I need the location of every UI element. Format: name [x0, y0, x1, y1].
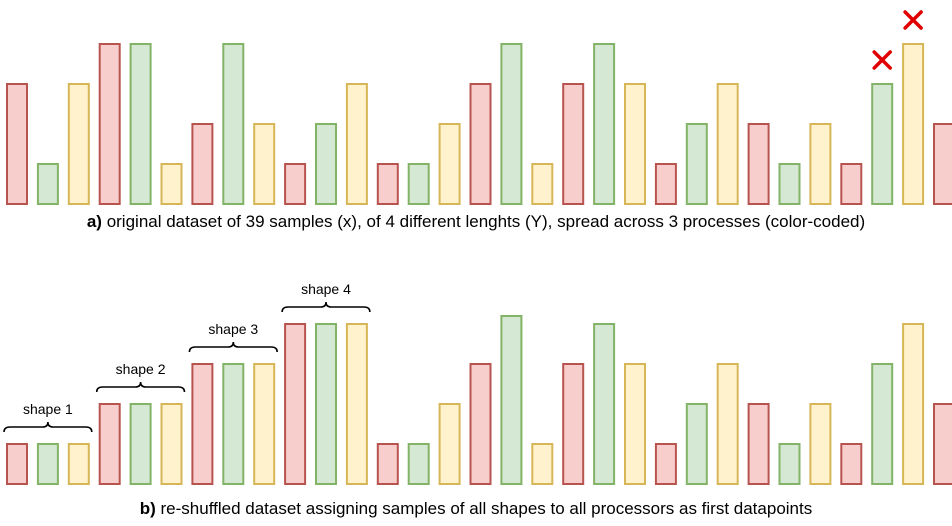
shape-label-2: shape 2	[116, 361, 166, 377]
panel-a-bar-21	[624, 83, 646, 205]
panel-a-bar-3	[67, 83, 90, 205]
panel-b-bar-22	[654, 443, 677, 485]
panel-a-bar-30	[902, 43, 925, 205]
panel-a-bar-5	[129, 43, 152, 205]
panel-b-bar-11	[315, 323, 337, 485]
panel-a-bar-31	[933, 123, 952, 205]
panel-b-bar-30	[902, 323, 925, 485]
panel-b-bars	[6, 315, 952, 485]
panel-b-bar-28	[840, 443, 863, 485]
panel-b-bar-19	[562, 363, 585, 485]
panel-a-bar-4	[98, 43, 121, 205]
caption-a-label: a)	[86, 212, 102, 231]
panel-b-bar-31	[933, 403, 952, 485]
panel-b-bar-2	[36, 443, 59, 485]
panel-a-bar-20	[593, 43, 616, 205]
panel-b-bar-7	[191, 363, 214, 485]
panel-b-bar-9	[253, 363, 276, 485]
panel-a-bar-22	[654, 163, 677, 205]
caption-b: b) re-shuffled dataset assigning samples…	[0, 499, 952, 519]
panel-b-bar-15	[438, 403, 461, 485]
panel-a-bar-12	[345, 83, 368, 205]
panel-b-bar-26	[778, 443, 801, 485]
panel-a-bar-15	[438, 123, 461, 205]
shape-label-4: shape 4	[301, 281, 351, 297]
panel-a-bar-18	[531, 163, 554, 205]
panel-a-bars	[6, 10, 952, 205]
panel-a-bar-9	[253, 123, 276, 205]
panel-a-bar-8	[222, 43, 245, 205]
cross-icon	[872, 50, 892, 70]
panel-a-bar-2	[36, 163, 59, 205]
panel-a-bar-19	[562, 83, 585, 205]
panel-a-bar-28	[840, 163, 863, 205]
shape-brace-1	[3, 421, 93, 433]
panel-a-bar-25	[747, 123, 770, 205]
panel-a-bar-17	[500, 43, 523, 205]
panel-b-bar-6	[160, 403, 183, 485]
shape-brace-3	[188, 341, 278, 353]
panel-b-bar-14	[407, 443, 430, 485]
caption-a-text: original dataset of 39 samples (x), of 4…	[101, 212, 866, 231]
panel-b-bar-25	[747, 403, 770, 485]
panel-b-bar-23	[685, 403, 708, 485]
panel-a-bar-1	[6, 83, 28, 205]
panel-b-bar-12	[345, 323, 368, 485]
panel-b-bar-4	[98, 403, 121, 485]
caption-b-label: b)	[139, 499, 156, 518]
panel-b-bar-5	[129, 403, 152, 485]
panel-a-bar-6	[160, 163, 183, 205]
panel-b-bar-16	[469, 363, 492, 485]
panel-a-bar-27	[809, 123, 832, 205]
panel-b-bar-17	[500, 315, 523, 485]
panel-a-bar-14	[407, 163, 430, 205]
panel-b-bar-8	[222, 363, 245, 485]
panel-b-bar-10	[284, 323, 307, 485]
panel-b-bar-24	[716, 363, 739, 485]
panel-b-bar-20	[593, 323, 616, 485]
shape-brace-2	[95, 381, 186, 393]
panel-a-bar-24	[716, 83, 739, 205]
panel-a-bar-11	[315, 123, 337, 205]
shape-label-3: shape 3	[208, 321, 258, 337]
shape-brace-4	[281, 301, 371, 313]
panel-a-bar-23	[685, 123, 708, 205]
panel-b-bar-1	[6, 443, 28, 485]
panel-b-bar-3	[67, 443, 90, 485]
shape-label-1: shape 1	[23, 401, 73, 417]
panel-a-bar-10	[284, 163, 307, 205]
panel-b-bar-29	[871, 363, 894, 485]
caption-b-text: re-shuffled dataset assigning samples of…	[155, 499, 813, 518]
panel-a-bar-29	[871, 83, 894, 205]
panel-a-bar-7	[191, 123, 214, 205]
panel-a-bar-16	[469, 83, 492, 205]
cross-icon	[903, 10, 923, 30]
panel-a-bar-13	[376, 163, 399, 205]
panel-a-bar-26	[778, 163, 801, 205]
panel-b-bar-27	[809, 403, 832, 485]
panel-b-shape-groups: shape 1 shape 2 shape 3 shape 4	[3, 281, 371, 433]
caption-a: a) original dataset of 39 samples (x), o…	[0, 212, 952, 232]
panel-b-bar-18	[531, 443, 554, 485]
panel-b-bar-21	[624, 363, 646, 485]
panel-b-bar-13	[376, 443, 399, 485]
